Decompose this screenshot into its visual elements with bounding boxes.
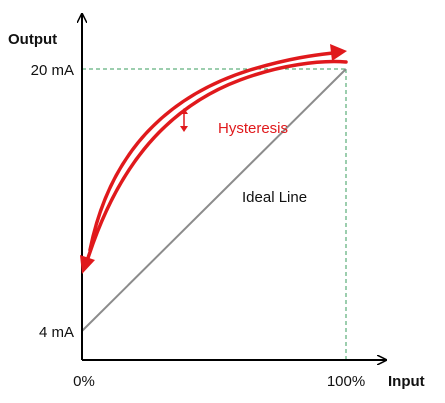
ideal-line (81, 68, 347, 332)
hysteresis-upper-curve (88, 51, 335, 252)
hysteresis-arrowhead-up (330, 44, 347, 61)
hysteresis-lower-curve (86, 59, 348, 260)
hysteresis-label: Hysteresis (218, 120, 288, 137)
x-max-label: 100% (327, 373, 365, 390)
gap-arrowhead-bottom (180, 126, 188, 132)
hysteresis-arrowhead-down (80, 255, 95, 274)
x-axis-title: Input (388, 373, 425, 390)
gap-arrowhead-top (180, 108, 188, 114)
y-axis-title: Output (8, 31, 57, 48)
ideal-line-label: Ideal Line (242, 189, 307, 206)
x-min-label: 0% (73, 373, 95, 390)
y-min-label: 4 mA (39, 324, 74, 341)
y-max-label: 20 mA (31, 62, 74, 79)
